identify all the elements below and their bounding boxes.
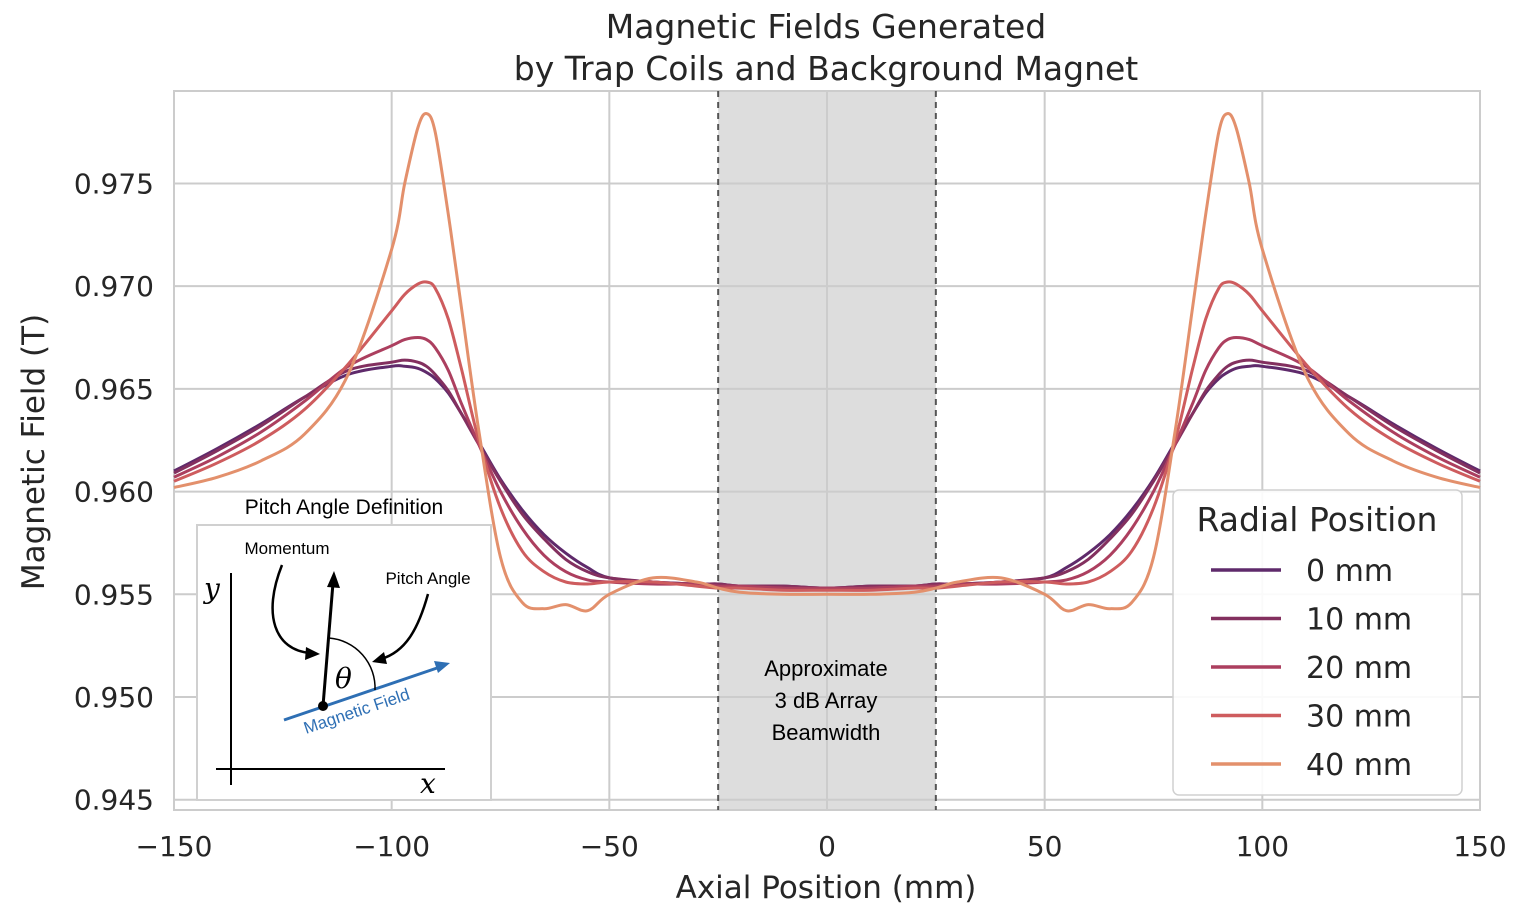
momentum-label: Momentum xyxy=(244,539,329,558)
y-tick-label: 0.970 xyxy=(74,270,154,303)
legend-label: 0 mm xyxy=(1306,554,1393,589)
y-tick-labels: 0.945 0.950 0.955 0.960 0.965 0.970 0.975 xyxy=(74,167,154,816)
x-tick-label: −150 xyxy=(136,830,213,863)
beamwidth-annotation-line-1: Approximate xyxy=(764,656,888,681)
legend-label: 10 mm xyxy=(1306,603,1412,638)
legend-title: Radial Position xyxy=(1197,500,1438,539)
legend-label: 20 mm xyxy=(1306,651,1412,686)
y-tick-label: 0.960 xyxy=(74,476,154,509)
inset-y-symbol: y xyxy=(202,572,221,605)
series-line-30-mm xyxy=(173,280,1481,592)
x-axis-label: Axial Position (mm) xyxy=(676,870,977,906)
legend-label: 30 mm xyxy=(1306,700,1412,735)
beamwidth-annotation-line-3: Beamwidth xyxy=(772,720,881,745)
series-lines xyxy=(173,112,1481,613)
chart-title-line-1: Magnetic Fields Generated xyxy=(606,7,1047,46)
y-tick-label: 0.965 xyxy=(74,373,154,406)
origin-dot xyxy=(318,701,328,711)
y-tick-label: 0.945 xyxy=(74,784,154,817)
x-tick-label: 50 xyxy=(1027,830,1063,863)
y-tick-label: 0.975 xyxy=(74,167,154,200)
legend-items: 0 mm 10 mm 20 mm 30 mm 40 mm xyxy=(1211,554,1412,783)
series-line-40-mm xyxy=(173,112,1481,613)
x-tick-label: 100 xyxy=(1236,830,1289,863)
legend-box xyxy=(1172,489,1463,796)
pitch-angle-inset: Pitch Angle Definition y x Magnetic Fiel… xyxy=(196,496,492,801)
pitch-angle-arc xyxy=(328,637,376,691)
x-tick-label: 150 xyxy=(1453,830,1506,863)
theta-symbol: θ xyxy=(335,662,352,695)
legend-label: 40 mm xyxy=(1306,748,1412,783)
x-tick-label: 0 xyxy=(818,830,836,863)
magnetic-field-arrowhead xyxy=(434,661,450,673)
legend: Radial Position 0 mm 10 mm 20 mm 30 mm 40 mm xyxy=(1172,489,1463,796)
pitch-angle-pointer-arrowhead xyxy=(372,652,387,664)
magnetic-field-arrow xyxy=(283,665,441,722)
x-tick-labels: −150 −100 −50 0 50 100 150 xyxy=(136,830,1507,863)
chart-title-line-2: by Trap Coils and Background Magnet xyxy=(514,49,1139,88)
momentum-arrow xyxy=(321,582,335,707)
momentum-pointer-arrow xyxy=(271,564,311,655)
y-tick-label: 0.955 xyxy=(74,578,154,611)
momentum-pointer-arrowhead xyxy=(305,647,320,660)
pitch-angle-label: Pitch Angle xyxy=(385,569,470,588)
x-tick-label: −50 xyxy=(580,830,639,863)
inset-title: Pitch Angle Definition xyxy=(245,496,443,519)
inset-x-symbol: x xyxy=(420,767,436,800)
beamwidth-annotation-line-2: 3 dB Array xyxy=(775,688,878,713)
x-tick-label: −100 xyxy=(353,830,430,863)
momentum-arrowhead xyxy=(327,571,340,588)
series-line-20-mm xyxy=(173,336,1481,590)
pitch-angle-pointer-arrow xyxy=(380,593,430,661)
y-axis-label: Magnetic Field (T) xyxy=(16,314,52,590)
y-tick-label: 0.950 xyxy=(74,681,154,714)
plot-frame xyxy=(173,90,1481,811)
